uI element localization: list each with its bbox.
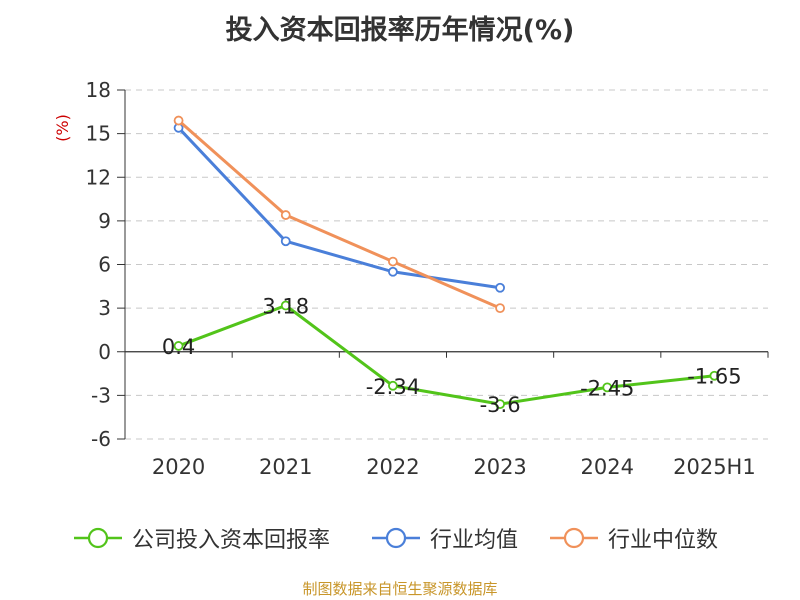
axes: -6 -3 0 3 6 9 12 15 18 2020 2021 2022 2023 2024 2025H1 [86, 78, 769, 479]
legend-item[interactable]: 行业中位数 [548, 520, 718, 556]
legend-marker-icon [550, 527, 598, 549]
legend-marker-icon [372, 527, 420, 549]
y-tick-label: 12 [86, 165, 111, 189]
x-tick-label: 2023 [473, 455, 526, 479]
y-axis-label: (%) [53, 114, 72, 142]
data-label: 0.4 [162, 335, 195, 359]
legend-item[interactable]: 公司投入资本回报率 [72, 520, 330, 556]
data-point [280, 210, 291, 220]
legend-label: 行业均值 [430, 528, 519, 553]
data-point [495, 303, 505, 314]
data-labels: 0.4 3.18 -2.34 -3.6 -2.45 -1.65 [162, 295, 742, 418]
data-label: -1.65 [687, 365, 741, 389]
data-point [388, 380, 398, 391]
data-label: 3.18 [262, 295, 309, 319]
y-tick-label: -6 [91, 427, 111, 451]
legend-marker-icon [74, 527, 122, 549]
y-tick-label: 9 [98, 209, 111, 233]
legend: 公司投入资本回报率 行业均值 行业中位数 [0, 520, 800, 556]
y-tick-label: 6 [98, 253, 111, 277]
legend-item[interactable]: 行业均值 [370, 520, 518, 556]
series-layer [173, 115, 720, 410]
data-point [388, 256, 398, 267]
x-tick-label: 2022 [366, 455, 419, 479]
data-point [602, 382, 613, 393]
data-point [173, 115, 184, 126]
data-point [709, 370, 720, 381]
data-point [495, 399, 505, 410]
legend-label: 公司投入资本回报率 [132, 528, 331, 553]
y-tick-label: 3 [98, 296, 111, 320]
x-tick-label: 2021 [259, 455, 312, 479]
source-note: 制图数据来自恒生聚源数据库 [302, 580, 498, 598]
data-label: -2.45 [580, 376, 634, 400]
data-point [280, 236, 291, 247]
data-point [280, 300, 291, 311]
legend-label: 行业中位数 [608, 528, 719, 553]
data-point [495, 282, 505, 293]
chart-title: 投入资本回报率历年情况(%) [225, 15, 575, 46]
series-line-1 [177, 126, 501, 290]
series-line-0 [178, 304, 715, 406]
data-label: -3.6 [480, 393, 521, 417]
y-tick-label: 0 [98, 340, 111, 364]
series-line-2 [177, 119, 501, 310]
y-tick-label: -3 [91, 383, 111, 407]
data-point [173, 341, 184, 351]
x-tick-label: 2024 [581, 455, 634, 479]
y-tick-label: 15 [86, 122, 111, 146]
x-tick-label: 2025H1 [673, 455, 756, 479]
data-point [388, 266, 398, 277]
x-tick-label: 2020 [152, 455, 205, 479]
grid-lines [125, 89, 768, 440]
y-tick-label: 18 [86, 78, 111, 102]
data-label: -2.34 [366, 375, 420, 399]
